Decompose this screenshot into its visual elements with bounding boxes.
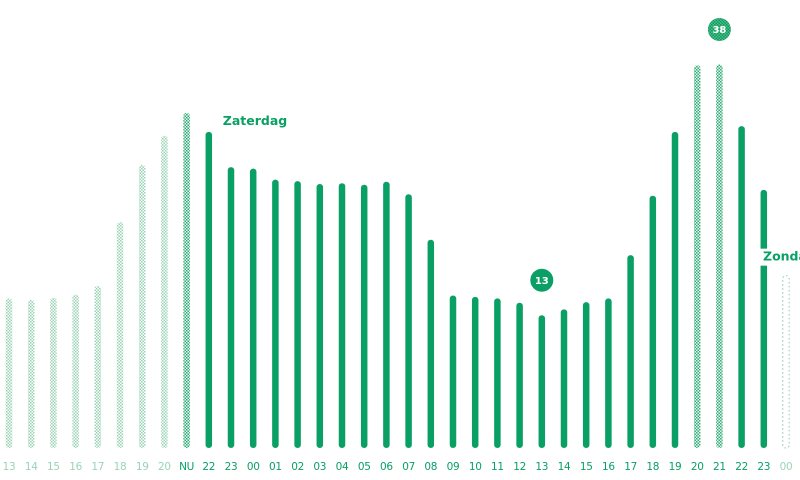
bar-15 — [582, 302, 590, 448]
x-tick-label: 04 — [336, 461, 349, 473]
bar-14 — [27, 299, 35, 448]
x-tick-label: 17 — [91, 461, 104, 473]
x-tick-label: 22 — [202, 461, 215, 473]
x-tick-label: 02 — [291, 461, 304, 473]
bar-14 — [560, 309, 568, 448]
bar-21 — [716, 64, 723, 448]
bar-13 — [5, 298, 13, 448]
bar-17 — [627, 255, 634, 448]
bar-08 — [427, 239, 435, 448]
bar-12 — [516, 302, 523, 448]
x-tick-label: 00 — [247, 461, 260, 473]
bar-02 — [294, 181, 301, 448]
x-tick-label: 17 — [624, 461, 637, 473]
x-tick-label: 10 — [469, 461, 482, 473]
annotation-backdrop — [760, 248, 800, 266]
badge-circle — [530, 268, 554, 292]
x-tick-label: 01 — [269, 461, 282, 473]
x-tick-label: 21 — [713, 461, 726, 473]
x-tick-label: 20 — [691, 461, 704, 473]
bar-04 — [338, 183, 346, 448]
x-tick-label: NU — [179, 461, 194, 473]
x-tick-label: 13 — [3, 461, 16, 473]
annotation-backdrop — [219, 112, 293, 130]
bar-07 — [405, 194, 412, 448]
x-tick-label: 15 — [580, 461, 593, 473]
bar-05 — [360, 184, 368, 449]
x-tick-label: 22 — [735, 461, 748, 473]
bars-layer — [5, 64, 790, 449]
x-tick-label: 07 — [402, 461, 415, 473]
bar-19 — [671, 131, 679, 448]
bar-23 — [227, 167, 235, 448]
x-tick-label: 13 — [535, 461, 548, 473]
annotation-zonda: Zonda — [763, 249, 800, 264]
x-tick-label: 05 — [358, 461, 371, 473]
x-tick-label: 18 — [646, 461, 659, 473]
badge-circle — [707, 17, 731, 41]
annotation-zaterdag: Zaterdag — [223, 113, 287, 128]
bar-00 — [249, 168, 257, 448]
x-tick-label: 09 — [447, 461, 460, 473]
bar-22 — [205, 131, 213, 448]
bar-01 — [272, 179, 279, 448]
bar-22 — [738, 126, 745, 448]
badge-label: 13 — [535, 276, 549, 287]
x-tick-label: 00 — [780, 461, 793, 473]
x-tick-label: 08 — [424, 461, 437, 473]
x-tick-label: 16 — [69, 461, 82, 473]
x-tick-label: 14 — [558, 461, 571, 473]
badge-label: 38 — [712, 25, 726, 36]
x-tick-label: 19 — [136, 461, 149, 473]
x-tick-label: 14 — [25, 461, 38, 473]
x-tick-label: 20 — [158, 461, 171, 473]
x-tick-label: 15 — [47, 461, 60, 473]
x-tick-label: 06 — [380, 461, 393, 473]
x-tick-label: 12 — [513, 461, 526, 473]
x-tick-label: 18 — [114, 461, 127, 473]
x-axis-ticks: 13 14 15 16 17 18 19 20 NU 22 23 00 01 02 03 04 05 06 07 08… — [3, 461, 793, 473]
bar-23 — [760, 189, 768, 448]
bar-15 — [50, 297, 57, 448]
bar-18 — [116, 222, 124, 448]
bar-18 — [649, 195, 657, 448]
x-tick-label: 11 — [491, 461, 504, 473]
bar-19 — [138, 164, 146, 448]
bar-11 — [494, 298, 501, 448]
bar-NU — [183, 112, 190, 449]
bar-17 — [94, 285, 102, 448]
bar-10 — [471, 296, 479, 448]
x-tick-label: 23 — [757, 461, 770, 473]
x-tick-label: 03 — [313, 461, 326, 473]
bar-06 — [383, 181, 390, 449]
bar-00 — [782, 275, 790, 449]
x-tick-label: 16 — [602, 461, 615, 473]
bar-03 — [316, 184, 324, 448]
bar-20 — [161, 135, 168, 448]
x-tick-label: 23 — [225, 461, 238, 473]
x-tick-label: 19 — [669, 461, 682, 473]
bar-20 — [693, 65, 701, 448]
bar-16 — [72, 294, 79, 448]
bar-09 — [449, 295, 457, 448]
bar-16 — [605, 298, 612, 448]
bar-13 — [538, 315, 546, 448]
annotations-layer: Zaterdag Zonda 13 38 — [219, 17, 800, 292]
